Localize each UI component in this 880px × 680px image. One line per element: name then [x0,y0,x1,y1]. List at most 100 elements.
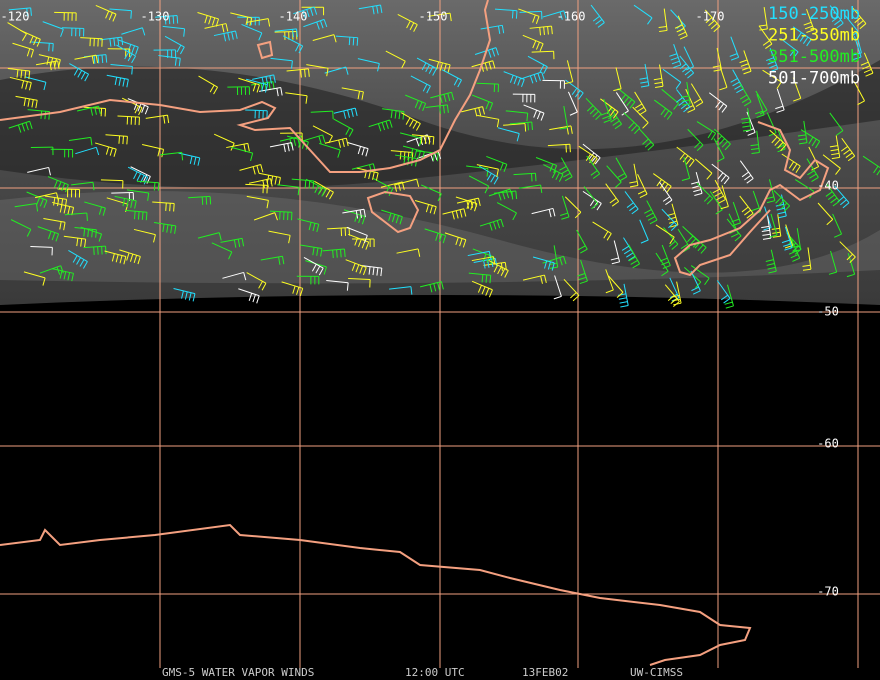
barb-flag [496,119,500,128]
barb-flag [354,107,358,116]
barb-flag [315,265,321,274]
barb-flag [141,27,146,36]
wind-barb [518,8,540,25]
barb-staff [253,212,275,221]
barb-flag [316,21,320,30]
barb-flag [845,152,853,158]
barb-flag [493,264,499,273]
wind-barb [405,94,427,112]
barb-flag [351,263,356,271]
barb-flag [535,16,540,25]
barb-flag [563,172,571,178]
wind-barb [762,69,782,90]
barb-staff [522,34,544,45]
barb-flag [761,225,770,229]
barb-flag [846,273,855,278]
barb-flag [64,199,68,208]
dry-band [0,60,880,188]
barb-staff [246,272,267,284]
barb-flag [174,57,177,66]
barb-staff [682,226,700,242]
wind-barb [335,35,359,46]
barb-flag [644,209,652,214]
barb-staff [497,127,520,134]
wind-barb [661,88,680,110]
wind-barb [274,28,298,38]
barb-staff [246,195,269,201]
barb-flag [543,26,545,35]
barb-flag [811,177,819,183]
longitude-label: -170 [696,10,725,24]
barb-flag [730,78,738,83]
barb-flag [173,203,175,212]
barb-flag [167,115,170,124]
coast-island [256,40,274,60]
barb-flag [483,260,486,269]
wind-barb [523,104,545,121]
barb-flag [688,160,695,168]
barb-staff [399,132,422,139]
wind-barb [750,130,760,154]
barb-flag [606,233,612,241]
wind-barb [527,55,548,75]
wind-barb [222,271,247,281]
barb-flag [29,35,34,44]
barb-staff [348,278,371,281]
wind-barb [145,114,170,124]
barb-staff [401,112,421,124]
barb-flag [221,24,225,33]
barb-flag [261,282,267,291]
wind-barb [348,278,371,288]
barb-flag [730,56,739,61]
barb-flag [574,211,582,219]
barb-staff [80,226,102,235]
barb-flag [553,165,558,174]
barb-flag [711,132,717,141]
barb-staff [829,112,844,131]
wind-barb [286,68,310,78]
longitude-labels: -120 -130 -140 -150 -160 -170 [1,10,725,24]
barb-flag [831,16,839,23]
barb-flag [157,182,160,191]
wind-barb [385,50,406,69]
wind-barb [479,218,504,231]
barb-flag [666,186,672,194]
barb-staff [198,75,218,88]
barb-staff [563,105,569,128]
barb-flag [243,272,247,281]
barb-flag [619,176,628,182]
barb-flag [126,252,130,261]
barb-flag [252,294,256,303]
wind-barb [12,42,34,58]
barb-flag [433,152,438,161]
barb-flag [410,148,414,157]
barb-flag [527,122,530,131]
barb-flag [611,261,620,265]
barb-flag [548,209,552,218]
barb-flag [287,143,290,152]
barb-flag [761,229,770,232]
barb-flag [802,36,809,44]
barb-flag [670,298,678,304]
wind-barb [430,91,455,104]
wind-barb [726,218,742,242]
wind-barb [8,120,33,133]
barb-flag [649,219,658,225]
wind-barb [519,10,543,20]
wind-barb [68,250,88,269]
barb-flag [270,178,273,187]
barb-flag [501,25,505,34]
barb-flag [345,66,349,75]
wind-barb [638,128,655,151]
barb-flag [859,23,867,30]
barb-flag [25,122,29,131]
wind-barb [47,176,69,193]
barb-staff [503,71,525,80]
wind-barb [42,21,64,37]
wind-barb [615,157,628,182]
wind-barb [20,29,41,47]
barb-flag [544,260,548,269]
barb-flag [365,241,370,250]
wind-barb [497,127,520,142]
barb-staff [560,157,573,177]
